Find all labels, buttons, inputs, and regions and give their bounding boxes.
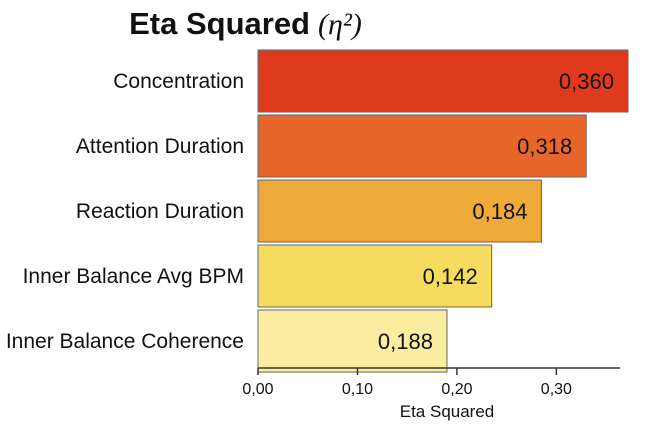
bar-0 <box>257 49 629 113</box>
category-label-1: Attention Duration <box>76 135 244 158</box>
value-label-3: 0,142 <box>423 264 478 289</box>
value-label-0: 0,360 <box>559 69 614 94</box>
value-label-4: 0,188 <box>378 329 433 354</box>
bar-1 <box>257 114 587 178</box>
bar-4 <box>257 309 448 373</box>
category-label-4: Inner Balance Coherence <box>6 330 244 353</box>
category-label-0: Concentration <box>113 70 244 93</box>
bar-3 <box>257 244 493 308</box>
bar-2 <box>257 179 542 243</box>
x-tick-label-2: 0,20 <box>441 381 472 398</box>
x-tick-label-1: 0,10 <box>342 381 373 398</box>
value-label-1: 0,318 <box>517 134 572 159</box>
bars-layer: Concentration 0,360 Attention Duration 0,31… <box>6 49 629 373</box>
value-label-2: 0,184 <box>472 199 527 224</box>
chart-title-symbol: (η²) <box>318 8 362 41</box>
ticks-layer: 0,00 0,10 0,20 0,30 <box>242 368 572 398</box>
x-axis-title: Eta Squared <box>400 402 495 421</box>
x-tick-label-0: 0,00 <box>242 381 273 398</box>
category-label-2: Reaction Duration <box>76 200 244 223</box>
category-label-3: Inner Balance Avg BPM <box>23 265 244 288</box>
x-tick-label-3: 0,30 <box>541 381 572 398</box>
chart-title: Eta Squared <box>129 6 310 41</box>
